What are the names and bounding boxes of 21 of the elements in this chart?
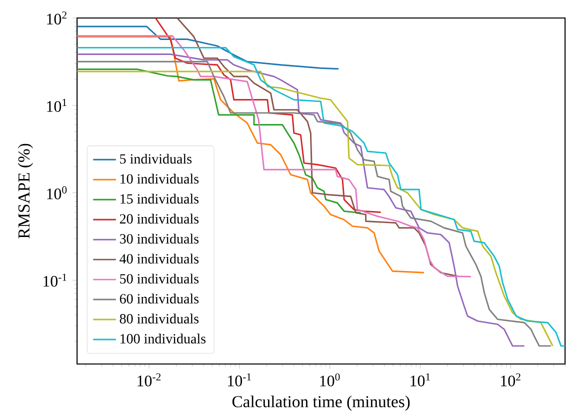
legend-label: 50 individuals bbox=[120, 274, 199, 284]
x-tick-label: 10$^{-2}$ bbox=[138, 373, 161, 386]
x-tick-label: 10$^{-1}$ bbox=[228, 373, 251, 386]
legend-label: 5 individuals bbox=[120, 154, 192, 164]
legend-label: 60 individuals bbox=[120, 294, 199, 304]
x-tick-label: 10$^{2}$ bbox=[501, 373, 520, 386]
y-tick-label: 10$^{-1}$ bbox=[44, 274, 66, 287]
legend-label: 10 individuals bbox=[120, 174, 199, 184]
legend-label: 20 individuals bbox=[120, 214, 199, 224]
legend-label: 15 individuals bbox=[120, 194, 199, 204]
y-tick-label: 10$^{0}$ bbox=[47, 186, 67, 200]
legend-label: 40 individuals bbox=[120, 254, 199, 264]
y-tick-label: 10$^{2}$ bbox=[47, 11, 66, 24]
x-tick-label: 10$^{1}$ bbox=[410, 373, 430, 386]
y-tick-label: 10$^{1}$ bbox=[47, 98, 66, 112]
legend-label: 30 individuals bbox=[120, 234, 199, 244]
legend-label: 80 individuals bbox=[120, 314, 199, 324]
x-tick-label: 10$^{0}$ bbox=[320, 373, 340, 386]
legend-label: 100 individuals bbox=[120, 334, 206, 344]
x-axis-title: Calculation time (minutes) bbox=[232, 396, 410, 411]
y-axis-title: RMSAPE (%) bbox=[18, 144, 33, 238]
